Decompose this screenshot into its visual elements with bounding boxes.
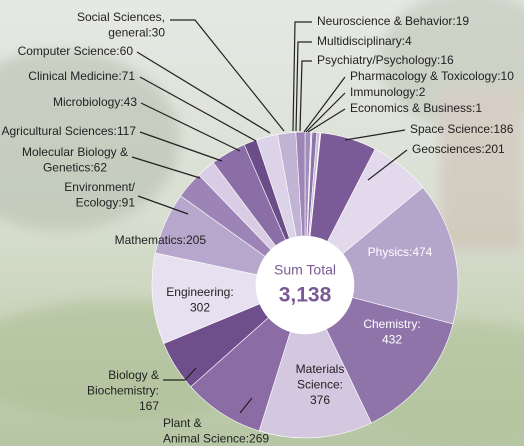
data-label: Mathematics:205 — [115, 233, 207, 247]
data-label: Clinical Medicine:71 — [28, 69, 135, 83]
data-label-line: 432 — [382, 333, 402, 347]
leader-line — [170, 19, 285, 132]
data-label-line: Chemistry: — [363, 317, 420, 331]
data-label-line: general:30 — [108, 26, 165, 40]
data-label-line: Molecular Biology & — [22, 145, 128, 159]
data-label-line: Physics:474 — [368, 245, 433, 259]
leader-line — [239, 397, 253, 414]
data-label-line: Materials — [296, 362, 345, 376]
leader-line — [140, 102, 241, 152]
data-label-line: Animal Science:269 — [163, 432, 269, 446]
data-label: Pharmacology & Toxicology:10 — [350, 69, 514, 83]
data-label-line: Genetics:62 — [43, 161, 107, 175]
data-label: Plant & Animal Science:269 — [163, 416, 269, 446]
leader-line — [136, 51, 271, 134]
data-label: Physics:474 — [368, 245, 433, 259]
data-label: Social Sciences, general:30 — [77, 10, 165, 40]
data-label-line: Social Sciences, — [77, 10, 165, 24]
data-label-line: Biology & — [108, 368, 159, 382]
leader-line — [367, 149, 408, 181]
leader-line — [299, 60, 312, 132]
leader-line — [344, 129, 406, 141]
center-label: Sum Total — [274, 262, 336, 278]
leader-line — [163, 367, 197, 381]
data-label-line: Biochemistry: — [87, 384, 159, 398]
data-label: Neuroscience & Behavior:19 — [317, 14, 469, 28]
data-label-line: 302 — [190, 301, 210, 315]
center-total: 3,138 — [279, 284, 332, 307]
leader-line — [307, 108, 346, 133]
data-label-line: Geosciences:201 — [412, 142, 505, 156]
leader-line — [139, 76, 257, 142]
data-label-line: Economics & Business:1 — [350, 101, 482, 115]
data-label: Economics & Business:1 — [350, 101, 482, 115]
data-label: Computer Science:60 — [18, 44, 134, 58]
data-label-line: Neuroscience & Behavior:19 — [317, 14, 469, 28]
data-label-line: Multidisciplinary:4 — [317, 34, 412, 48]
data-label: Materials Science: 376 — [296, 362, 345, 407]
data-label-line: Science: — [297, 378, 343, 392]
data-label: Space Science:186 — [410, 122, 514, 136]
data-label: Agricultural Sciences:117 — [1, 124, 136, 138]
leader-line — [303, 76, 346, 133]
data-label: Engineering: 302 — [166, 285, 233, 315]
data-label: Immunology:2 — [350, 85, 426, 99]
data-label-line: Computer Science:60 — [18, 44, 134, 58]
data-label-line: Pharmacology & Toxicology:10 — [350, 69, 514, 83]
data-label-line: Psychiatry/Psychology:16 — [317, 53, 454, 67]
leader-line — [295, 41, 312, 132]
data-label-line: Mathematics:205 — [115, 233, 207, 247]
data-label-line: Engineering: — [166, 285, 233, 299]
data-label: Psychiatry/Psychology:16 — [317, 53, 454, 67]
data-label-line: Space Science:186 — [410, 122, 514, 136]
data-label: Multidisciplinary:4 — [317, 34, 412, 48]
leader-line — [305, 92, 346, 133]
center-hole — [256, 236, 354, 334]
data-label-line: 167 — [139, 399, 159, 413]
data-label-line: Agricultural Sciences:117 — [1, 124, 136, 138]
data-label-line: Immunology:2 — [350, 85, 426, 99]
labels: Neuroscience & Behavior:19 Multidisciplin… — [1, 10, 514, 446]
data-label: Chemistry: 432 — [363, 317, 420, 347]
data-label: Molecular Biology & Genetics:62 — [22, 145, 128, 175]
data-label-line: Clinical Medicine:71 — [28, 69, 135, 83]
data-label: Microbiology:43 — [53, 95, 137, 109]
data-label-line: Ecology:91 — [76, 196, 136, 210]
leader-line — [292, 21, 312, 132]
data-label-line: Microbiology:43 — [53, 95, 137, 109]
leader-line — [137, 195, 189, 215]
leader-line — [131, 156, 201, 179]
data-label: Geosciences:201 — [412, 142, 505, 156]
data-label-line: Environment/ — [64, 180, 135, 194]
donut — [151, 131, 459, 439]
data-label-line: 376 — [310, 393, 330, 407]
leader-line — [139, 131, 223, 162]
data-label: Biology & Biochemistry: 167 — [87, 368, 159, 413]
data-label-line: Plant & — [163, 416, 202, 430]
data-label: Environment/Ecology:91 — [64, 180, 135, 210]
